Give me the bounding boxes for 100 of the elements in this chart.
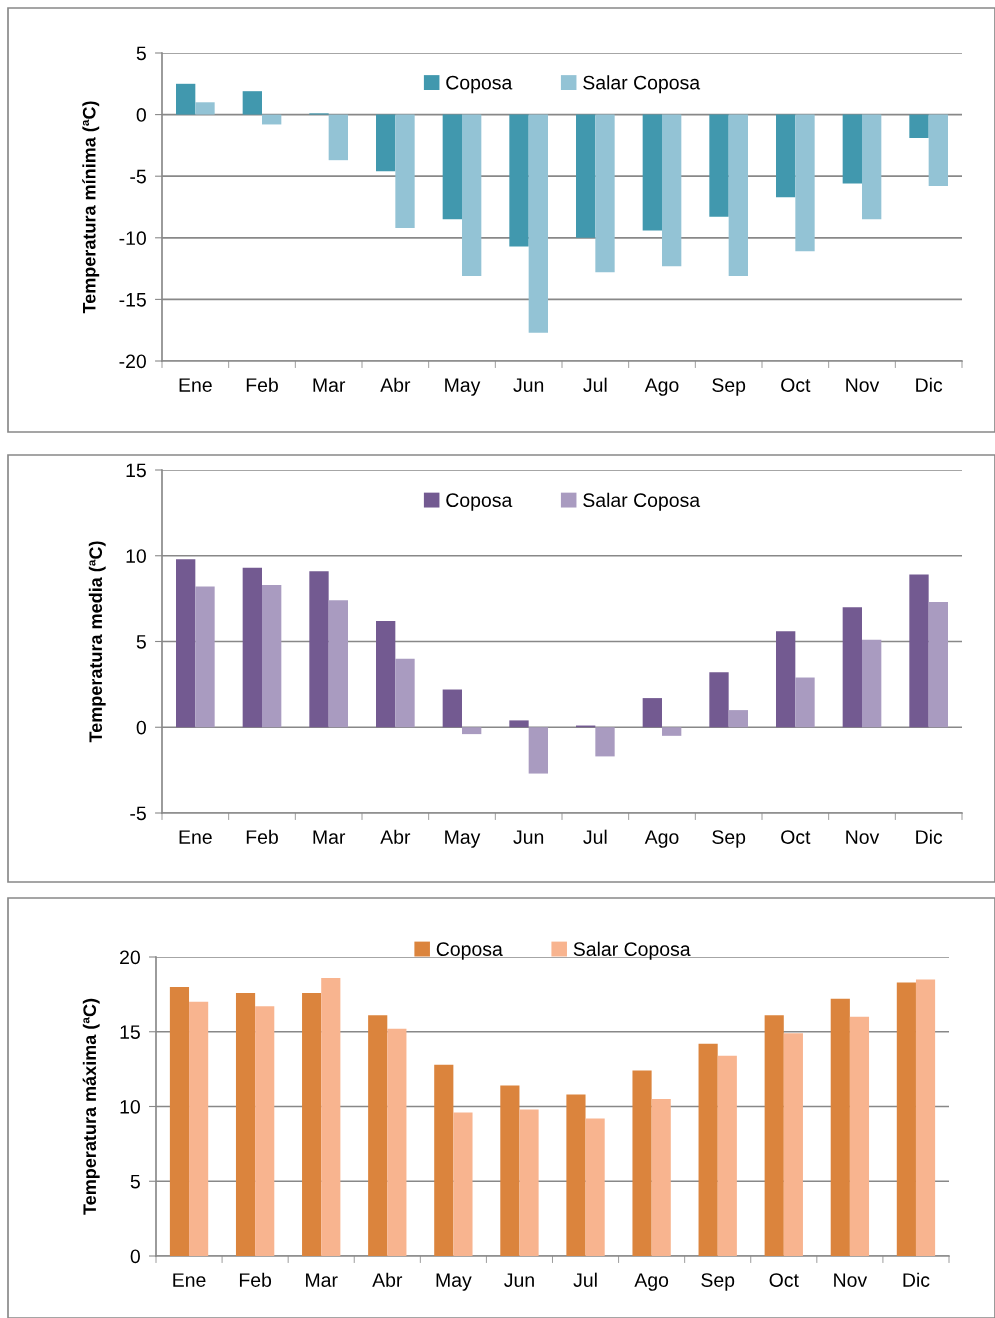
bar [698,1043,718,1256]
bar [595,727,615,757]
x-tick-label: Oct [781,830,811,844]
bar [576,114,596,238]
x-tick-label: Dic [916,377,943,392]
bar [928,602,948,728]
bar [862,114,882,220]
bar [376,114,396,172]
bar [309,571,329,728]
y-tick-label: 0 [136,720,146,735]
bar [642,114,662,231]
x-tick-label: May [436,1273,472,1291]
x-tick-label: Feb [239,1272,272,1287]
y-tick-label: 10 [126,549,146,563]
bar [795,114,815,252]
bar [528,727,548,774]
bar [395,658,415,728]
y-tick-label: 5 [136,46,146,61]
bar [928,114,948,187]
x-tick-label: Abr [372,1272,403,1287]
bar [728,114,748,276]
bar [776,631,796,728]
y-tick-label: 15 [120,1025,140,1039]
bar [434,1064,454,1256]
x-tick-label: Ene [179,378,212,392]
bar [376,620,396,728]
bar [519,1109,539,1256]
bar [709,672,729,728]
bar [528,114,548,333]
x-tick-label: Nov [834,1273,868,1287]
bar [795,677,815,728]
bar [662,727,682,736]
bar [242,567,262,728]
y-tick-label: -15 [119,293,146,307]
bar [585,1118,605,1256]
legend-label: Coposa [446,75,513,94]
bar [462,114,482,276]
bar [783,1033,803,1256]
y-tick-label: -5 [130,169,146,184]
y-tick-label: 20 [120,950,140,965]
bar [195,102,215,115]
bar [395,114,415,228]
bar [709,114,729,217]
x-tick-label: Jul [573,1272,597,1287]
y-tick-label: -5 [130,806,146,821]
y-tick-label: 15 [126,463,146,478]
x-tick-label: Ago [644,378,679,396]
x-tick-label: Jun [513,830,544,844]
bar [176,83,196,115]
bar [909,574,929,728]
bar [728,710,748,728]
bar [442,114,462,220]
y-tick-label: 5 [136,635,146,649]
x-tick-label: Ago [634,1273,669,1291]
y-tick-label: 5 [130,1174,140,1189]
x-tick-label: Mar [313,378,346,392]
x-tick-label: Feb [246,377,278,392]
y-tick-label: -10 [119,231,146,246]
x-tick-label: Jun [504,1273,534,1287]
y-tick-label: 10 [120,1099,140,1114]
bar [453,1112,473,1256]
x-tick-label: Nov [846,830,880,844]
bar [189,1001,209,1256]
bar [500,1085,520,1256]
legend-label: Coposa [436,942,503,960]
bar [195,586,215,728]
x-tick-label: Nov [846,378,880,392]
bar [442,689,462,728]
y-tick-label: -20 [119,354,146,369]
bar [849,1016,870,1256]
x-tick-label: Abr [380,377,411,392]
x-tick-label: May [445,378,481,396]
bar [830,998,850,1256]
legend-label: Salar Coposa [583,492,701,511]
bar [595,114,615,273]
bar [242,91,262,115]
y-axis-title: Temperatura máxima (ªC) [82,998,100,1215]
bar [368,1015,388,1256]
x-tick-label: May [445,830,481,848]
bar [169,986,190,1256]
y-tick-label: 0 [136,108,146,122]
bar [176,559,196,728]
bar [651,1099,671,1256]
bar [509,114,529,247]
x-tick-label: Dic [916,829,943,844]
bar [662,114,682,267]
legend-label: Salar Coposa [573,941,691,960]
y-axis-title: Temperatura mínima (ªC) [82,101,100,314]
bar [842,114,862,184]
legend-label: Coposa [446,493,513,511]
bar [262,584,282,728]
bar [509,720,529,728]
y-axis-title: Temperatura media (ªC) [88,541,106,743]
bar [915,979,936,1256]
x-tick-label: Jul [583,377,607,392]
x-tick-label: Abr [380,829,411,844]
bar [328,114,348,161]
bar [862,639,882,728]
x-tick-label: Mar [306,1273,338,1287]
x-tick-label: Oct [769,1273,799,1287]
